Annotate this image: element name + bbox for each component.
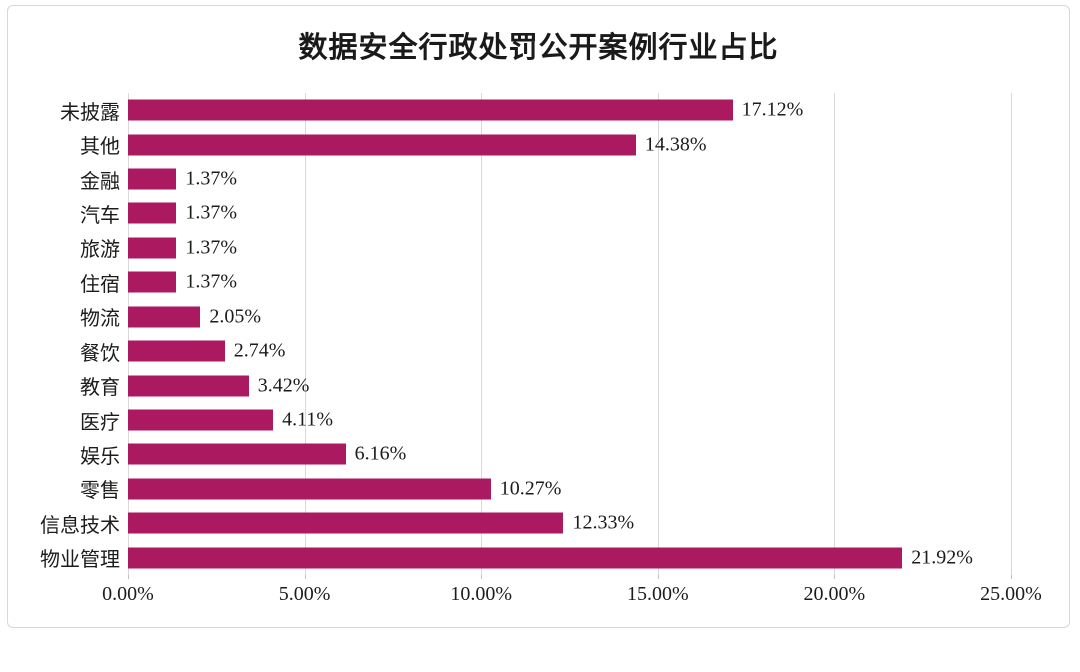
bar-row: 餐饮 2.74% [8,334,1011,368]
x-axis: 0.00% 5.00% 10.00% 15.00% 20.00% 25.00% [102,583,1042,611]
x-tick-label: 25.00% [980,583,1042,605]
category-label: 住宿 [80,273,120,296]
bar [128,340,225,362]
x-tick-label: 10.00% [450,583,513,605]
gridline [1011,93,1012,575]
bar [128,202,177,224]
bar [128,237,177,259]
value-label: 3.42% [257,374,310,397]
value-label: 12.33% [572,511,635,534]
plot-area [128,93,1012,579]
bar-track: 1.37% [128,162,1011,196]
bar-track: 6.16% [128,437,1011,471]
category-label: 娱乐 [80,445,120,468]
x-tick-label: 20.00% [803,583,866,605]
category-label: 物业管理 [40,549,120,572]
bar [128,134,636,156]
x-tick-label: 5.00% [278,583,331,605]
bar [128,512,564,534]
bar-track: 1.37% [128,196,1011,230]
value-label: 14.38% [644,133,707,156]
axis-tick [481,575,483,579]
bar-track: 3.42% [128,368,1011,402]
bar-track: 2.74% [128,334,1011,368]
axis-tick [128,575,129,579]
bar-rows-container: 未披露 17.12% 其他 14.38% 金融 1.37% 汽车 1.37% 旅游 1.37% 住宿… [8,93,1011,575]
bar-row: 娱乐 6.16% [8,437,1011,471]
value-label: 1.37% [185,201,238,224]
bar-row: 物流 2.05% [8,300,1011,334]
bar [128,478,491,500]
bar-row: 其他 14.38% [8,127,1011,161]
bar [128,409,274,431]
gridline [128,93,129,575]
axis-tick [1011,575,1012,579]
bar-track: 17.12% [128,93,1011,127]
value-label: 17.12% [741,98,804,121]
category-label: 金融 [80,170,120,193]
bar-row: 未披露 17.12% [8,93,1011,127]
bar-row: 医疗 4.11% [8,403,1011,437]
bar-track: 10.27% [128,472,1011,506]
bar [128,375,249,397]
bar-track: 4.11% [128,403,1011,437]
bar-row: 零售 10.27% [8,472,1011,506]
category-label: 其他 [80,136,120,159]
bar [128,547,903,569]
value-label: 4.11% [282,408,334,431]
bar [128,306,201,328]
bar [128,271,177,293]
axis-tick [304,575,306,579]
bar-row: 信息技术 12.33% [8,506,1011,540]
category-label: 汽车 [80,204,120,227]
bar-track: 14.38% [128,127,1011,161]
category-label: 信息技术 [40,514,120,537]
gridline [834,93,836,575]
value-label: 10.27% [499,477,562,500]
category-label: 教育 [80,377,120,400]
bar-track: 1.37% [128,231,1011,265]
value-label: 1.37% [185,167,238,190]
gridline [481,93,483,575]
category-label: 未披露 [60,101,120,124]
bar [128,168,177,190]
value-label: 2.05% [209,305,262,328]
value-label: 21.92% [911,546,973,569]
chart-title: 数据安全行政处罚公开案例行业占比 [298,32,779,64]
value-label: 6.16% [354,442,407,465]
bar-track: 12.33% [128,506,1011,540]
bar [128,443,346,465]
value-label: 2.74% [233,339,286,362]
gridline [657,93,659,575]
axis-tick [834,575,836,579]
bar-track: 1.37% [128,265,1011,299]
category-label: 餐饮 [80,342,120,365]
x-tick-label: 0.00% [102,583,154,605]
bar-row: 旅游 1.37% [8,231,1011,265]
bar-row: 物业管理 21.92% [8,540,1011,574]
bar-row: 住宿 1.37% [8,265,1011,299]
category-label: 旅游 [80,239,120,262]
axis-tick [657,575,659,579]
bar-row: 金融 1.37% [8,162,1011,196]
value-label: 1.37% [185,236,238,259]
bar [128,99,733,121]
value-label: 1.37% [185,270,238,293]
category-label: 物流 [80,308,120,331]
bar-track: 2.05% [128,300,1011,334]
gridline [304,93,306,575]
chart-frame: 数据安全行政处罚公开案例行业占比 未披露 17.12% 其他 14.38% 金融 1.37… [7,5,1070,628]
bar-row: 教育 3.42% [8,368,1011,402]
bar-track: 21.92% [128,540,1011,574]
category-label: 医疗 [80,411,120,434]
category-label: 零售 [80,480,120,503]
bar-row: 汽车 1.37% [8,196,1011,230]
x-tick-label: 15.00% [626,583,689,605]
